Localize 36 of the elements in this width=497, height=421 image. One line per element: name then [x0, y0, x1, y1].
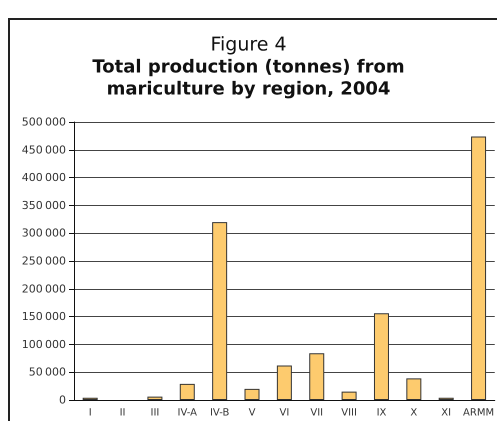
x-tick-label: IV-B [210, 408, 230, 418]
y-tick-label: 200 000 [22, 282, 66, 296]
y-tick-label: 300 000 [22, 226, 66, 240]
y-tick-label: 450 000 [22, 143, 66, 156]
bar [276, 366, 292, 400]
x-tick-label: III [150, 408, 160, 418]
x-tick-label: VIII [341, 408, 357, 418]
bar [342, 392, 357, 400]
bar [180, 384, 195, 400]
bar [244, 388, 260, 400]
y-tick-label: 400 000 [22, 171, 66, 184]
bar [212, 222, 228, 400]
chart-title: Figure 4 [210, 34, 287, 56]
bar [406, 378, 422, 400]
y-tick-label: 100 000 [22, 338, 66, 351]
x-tick-label: VI [279, 408, 290, 418]
x-tick-label: IX [376, 408, 387, 418]
x-tick-label: VII [310, 408, 324, 418]
y-tick-label: 250 000 [22, 254, 66, 268]
x-tick-label: V [248, 408, 256, 418]
bar [374, 313, 389, 400]
chart-subtitle: Total production (tonnes) from mariculture by region, 2004 [92, 56, 405, 100]
bar [471, 136, 486, 400]
x-tick-label: X [410, 408, 418, 418]
x-tick-label: II [120, 408, 126, 418]
x-tick-label: IV-A [178, 408, 198, 418]
y-tick-label: 150 000 [22, 310, 66, 324]
bar [147, 396, 162, 400]
y-tick-label: 50 000 [28, 366, 66, 379]
y-tick-label: 350 000 [22, 198, 66, 212]
x-tick-label: XI [441, 408, 452, 418]
y-tick-label: 500 000 [22, 116, 66, 128]
bar [309, 353, 324, 400]
x-tick-label: I [88, 408, 92, 418]
x-tick-label: ARMM [463, 408, 494, 418]
y-tick-label: 0 [59, 394, 66, 406]
